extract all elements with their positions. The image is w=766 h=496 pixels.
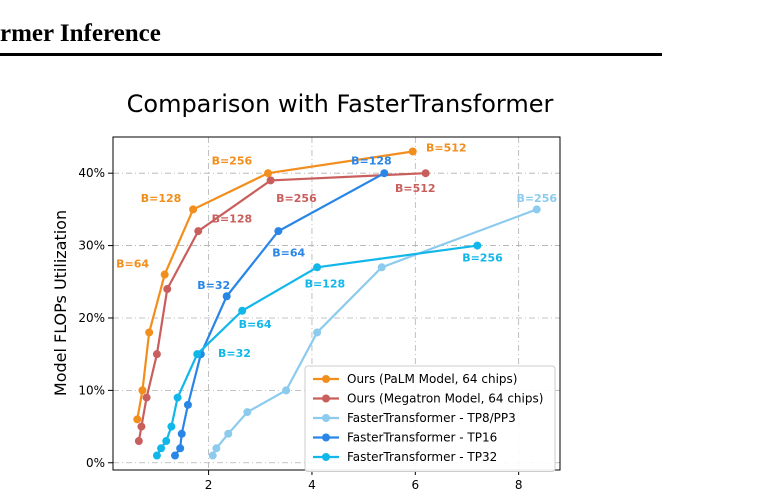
batch-annotation: B=32 (197, 279, 230, 292)
batch-annotation: B=256 (462, 252, 503, 265)
data-point (137, 422, 146, 431)
batch-annotation: B=128 (305, 278, 346, 291)
x-tick-label: 2 (205, 478, 213, 492)
legend-swatch-marker (322, 414, 330, 422)
data-point (243, 408, 252, 417)
legend-label: FasterTransformer - TP8/PP3 (347, 411, 516, 425)
data-point (142, 393, 151, 402)
section-rule (0, 53, 662, 56)
legend-label: Ours (PaLM Model, 64 chips) (347, 372, 517, 386)
batch-annotation: B=128 (351, 155, 392, 168)
data-point (313, 263, 322, 272)
batch-annotations: B=512 B=256 B=128 B=64 B=512 B=256 B=128 B=128 B… (116, 141, 557, 360)
section-heading: rmer Inference (0, 20, 161, 47)
data-point (473, 241, 482, 250)
x-tick-label: 8 (515, 478, 523, 492)
data-point (133, 415, 142, 424)
data-point (138, 386, 147, 395)
legend-label: FasterTransformer - TP32 (347, 450, 497, 464)
data-point (171, 451, 180, 460)
data-point (421, 169, 430, 178)
series-lines (133, 147, 541, 460)
y-tick-label: 0% (86, 456, 105, 470)
data-point (264, 169, 273, 178)
legend-label: FasterTransformer - TP16 (347, 431, 497, 445)
series-2 (208, 205, 541, 460)
legend-item: Ours (PaLM Model, 64 chips) (313, 372, 517, 386)
data-point (238, 306, 247, 315)
data-point (282, 386, 291, 395)
batch-annotation: B=256 (212, 155, 253, 168)
data-point (408, 147, 417, 156)
data-point (224, 429, 233, 438)
data-point (177, 429, 186, 438)
legend-label: Ours (Megatron Model, 64 chips) (347, 392, 543, 406)
data-point (152, 451, 161, 460)
data-point (173, 393, 182, 402)
batch-annotation: B=256 (516, 192, 557, 205)
legend-item: FasterTransformer - TP8/PP3 (313, 411, 516, 425)
data-point (313, 328, 322, 337)
data-point (162, 437, 171, 446)
data-point (157, 444, 166, 453)
y-tick-label: 20% (78, 311, 105, 325)
data-point (152, 350, 161, 359)
data-point (134, 437, 143, 446)
legend-swatch-marker (322, 433, 330, 442)
data-point (532, 205, 541, 214)
data-point (160, 270, 169, 279)
axis-ticks: 2 4 6 8 0% 10% 20% 30% 40% (78, 166, 522, 492)
y-tick-label: 30% (78, 239, 105, 253)
chart-title: Comparison with FasterTransformer (127, 90, 554, 118)
data-point (145, 328, 154, 337)
data-point (167, 422, 176, 431)
y-tick-label: 40% (78, 166, 105, 180)
data-point (193, 350, 202, 359)
legend-box (304, 365, 556, 472)
data-point (189, 205, 198, 214)
series-0 (133, 147, 417, 424)
y-tick-label: 10% (78, 383, 105, 397)
data-point (163, 285, 172, 294)
data-point (222, 292, 231, 301)
y-axis-label: Model FLOPs Utilization (51, 210, 70, 396)
data-point (176, 444, 185, 453)
data-point (208, 451, 217, 460)
batch-annotation: B=128 (141, 192, 182, 205)
batch-annotation: B=64 (116, 257, 149, 270)
data-point (377, 263, 386, 272)
series-3 (171, 169, 389, 460)
x-tick-label: 6 (411, 478, 419, 492)
batch-annotation: B=128 (212, 212, 253, 225)
series-4 (152, 241, 482, 460)
legend: Ours (PaLM Model, 64 chips) Ours (Megatro… (304, 365, 556, 472)
batch-annotation: B=512 (395, 182, 436, 195)
legend-item: FasterTransformer - TP16 (313, 431, 497, 445)
data-point (274, 227, 283, 236)
series-1 (134, 169, 430, 446)
legend-item: Ours (Megatron Model, 64 chips) (313, 392, 543, 406)
legend-item: FasterTransformer - TP32 (313, 450, 497, 464)
batch-annotation: B=32 (218, 347, 251, 360)
data-point (183, 400, 192, 409)
series-line (137, 172, 426, 442)
legend-swatch-marker (322, 375, 330, 383)
batch-annotation: B=64 (239, 318, 272, 331)
data-point (266, 176, 275, 185)
batch-annotation: B=256 (276, 192, 317, 205)
data-point (380, 169, 389, 178)
legend-swatch-marker (322, 453, 330, 461)
data-point (212, 444, 221, 453)
batch-annotation: B=512 (426, 141, 467, 154)
x-tick-label: 4 (308, 478, 316, 492)
batch-annotation: B=64 (272, 246, 305, 259)
legend-swatch-marker (322, 394, 330, 403)
data-point (194, 227, 203, 236)
